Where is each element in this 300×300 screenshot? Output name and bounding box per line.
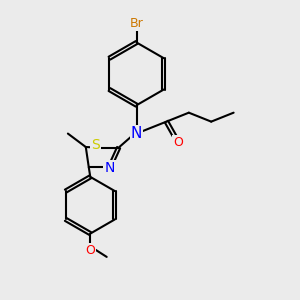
Text: S: S xyxy=(91,138,100,152)
Text: Br: Br xyxy=(130,17,143,31)
Text: N: N xyxy=(131,126,142,141)
Text: O: O xyxy=(173,136,183,149)
Text: O: O xyxy=(85,244,95,256)
Text: N: N xyxy=(104,161,115,175)
